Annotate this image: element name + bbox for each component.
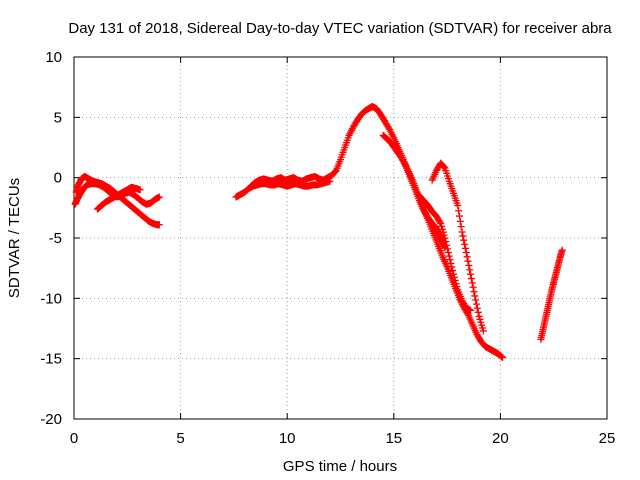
- data-point: [445, 252, 453, 260]
- x-tick-label: 10: [279, 430, 296, 447]
- data-point: [470, 288, 478, 296]
- data-point: [468, 279, 476, 287]
- y-tick-label: 10: [45, 49, 62, 66]
- data-point: [442, 238, 450, 246]
- data-point: [155, 193, 163, 201]
- data-point: [457, 223, 465, 231]
- series-track-3: [93, 183, 144, 213]
- data-point: [436, 218, 444, 226]
- data-point: [467, 306, 475, 314]
- y-tick-label: 5: [54, 109, 62, 126]
- data-point: [454, 201, 462, 209]
- data-point: [455, 212, 463, 220]
- data-point: [467, 270, 475, 278]
- data-point: [558, 246, 566, 254]
- data-point: [136, 186, 144, 194]
- data-series: [71, 102, 566, 361]
- data-point: [449, 270, 457, 278]
- data-point: [498, 353, 506, 361]
- data-point: [473, 304, 481, 312]
- y-tick-label: -15: [40, 351, 62, 368]
- data-point: [451, 276, 459, 284]
- data-point: [462, 248, 470, 256]
- data-point: [450, 273, 458, 281]
- data-point: [459, 232, 467, 240]
- data-point: [472, 296, 480, 304]
- data-point: [479, 327, 487, 335]
- data-point: [449, 267, 457, 275]
- y-tick-label: -10: [40, 290, 62, 307]
- axis-ticks: 0 5 10 15 20 25 -20 -15 -10 -5 0 5 10: [40, 49, 615, 447]
- chart-title: Day 131 of 2018, Sidereal Day-to-day VTE…: [68, 20, 612, 37]
- y-tick-label: -20: [40, 411, 62, 428]
- data-point: [441, 234, 449, 242]
- data-point: [463, 253, 471, 261]
- x-tick-label: 15: [385, 430, 402, 447]
- data-point: [461, 240, 469, 248]
- grid-lines: [74, 57, 607, 419]
- x-tick-label: 25: [599, 430, 616, 447]
- data-point: [460, 236, 468, 244]
- data-point: [455, 207, 463, 215]
- data-point: [446, 256, 454, 264]
- series-track-7: [428, 159, 487, 335]
- data-point: [465, 262, 473, 270]
- series-track-9: [537, 246, 566, 343]
- x-axis-label: GPS time / hours: [283, 458, 397, 475]
- plot-frame: [73, 56, 608, 420]
- data-point: [440, 163, 448, 171]
- series-track-5: [247, 102, 449, 252]
- data-point: [469, 283, 477, 291]
- data-point: [443, 241, 451, 249]
- x-tick-label: 5: [176, 430, 184, 447]
- data-point: [474, 308, 482, 316]
- y-tick-label: -5: [49, 230, 62, 247]
- data-point: [461, 244, 469, 252]
- y-tick-label: 0: [54, 170, 62, 187]
- data-point: [452, 280, 460, 288]
- data-point: [464, 257, 472, 265]
- data-point: [453, 283, 461, 291]
- series-track-8: [415, 192, 475, 314]
- data-point: [155, 221, 163, 229]
- data-point: [458, 228, 466, 236]
- data-point: [473, 300, 481, 308]
- data-point: [444, 245, 452, 253]
- data-point: [466, 266, 474, 274]
- data-point: [444, 248, 452, 256]
- y-axis-label: SDTVAR / TECUs: [6, 178, 23, 298]
- data-point: [456, 217, 464, 225]
- data-point: [471, 292, 479, 300]
- data-point: [448, 263, 456, 271]
- x-tick-label: 0: [70, 430, 78, 447]
- data-point: [447, 259, 455, 267]
- x-tick-label: 20: [492, 430, 509, 447]
- data-point: [467, 275, 475, 283]
- plot-border: [73, 56, 608, 420]
- data-point: [499, 353, 507, 361]
